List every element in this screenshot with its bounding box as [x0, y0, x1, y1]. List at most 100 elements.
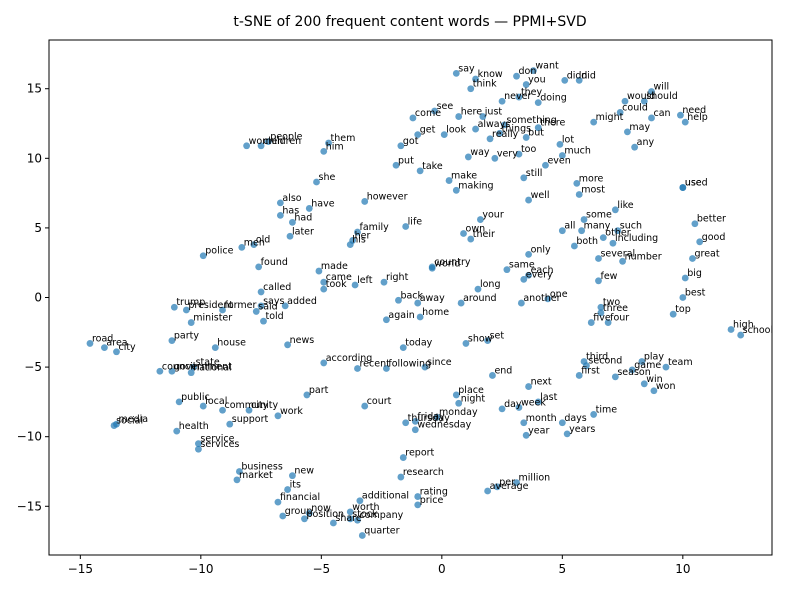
point-67 [286, 232, 294, 240]
point-135 [628, 366, 636, 374]
point-label-47: used [685, 178, 708, 189]
point-105 [252, 308, 260, 315]
point-110 [383, 316, 390, 324]
point-160 [402, 419, 410, 427]
point-label-95: back [400, 290, 423, 301]
point-36 [464, 153, 472, 161]
point-183 [274, 498, 282, 506]
point-label-126: today [405, 338, 432, 349]
point-102 [182, 306, 190, 314]
point-63 [614, 227, 622, 235]
point-label-177: market [239, 470, 273, 481]
point-5 [522, 81, 530, 88]
point-label-110: again [388, 310, 414, 321]
point-label-106: added [287, 296, 317, 307]
point-116 [727, 326, 735, 333]
point-label-162: support [232, 414, 269, 425]
point-label-129: following [388, 358, 431, 369]
point-199 [313, 178, 320, 186]
point-147 [452, 391, 460, 399]
point-label-7: did [581, 70, 596, 81]
point-179 [284, 486, 291, 493]
point-104 [257, 302, 265, 310]
point-7 [575, 76, 583, 84]
point-73 [238, 243, 246, 251]
point-139 [168, 367, 176, 375]
point-label-191: company [359, 510, 403, 521]
point-120 [462, 340, 470, 347]
point-label-195: children [263, 136, 301, 147]
point-label-114: five [593, 313, 611, 324]
point-label-24: come [415, 108, 441, 119]
point-106 [281, 302, 289, 310]
point-label-26: always [478, 119, 511, 130]
point-label-50: like [617, 200, 633, 211]
point-label-96: away [420, 293, 445, 304]
point-88 [320, 278, 328, 286]
axes-layer: −15 −10 −5 0 5 10 −15 −10 −5 0 5 10 15 [17, 39, 773, 576]
point-141 [489, 372, 496, 379]
point-label-199: she [319, 172, 336, 183]
point-label-133: play [644, 352, 664, 363]
point-label-55: had [294, 212, 312, 223]
point-label-192: share [335, 513, 361, 524]
point-label-5: you [528, 75, 545, 86]
point-label-189: position [306, 509, 344, 520]
point-label-28: things [502, 123, 531, 134]
point-137 [190, 363, 198, 371]
point-18 [590, 118, 598, 126]
point-label-6: didn [567, 70, 588, 81]
point-166 [110, 422, 118, 429]
point-117 [737, 331, 745, 339]
point-177 [233, 476, 241, 484]
point-label-109: home [422, 307, 449, 318]
point-label-182: rating [420, 487, 448, 498]
point-label-98: one [550, 289, 568, 300]
point-11 [648, 88, 655, 95]
point-58 [691, 220, 699, 228]
point-17 [681, 118, 689, 126]
point-label-10: doing [540, 93, 567, 104]
point-label-125: house [217, 338, 246, 349]
point-label-57: some [586, 210, 612, 221]
point-label-103: former [225, 300, 257, 311]
point-label-0: say [458, 63, 475, 74]
point-16 [648, 114, 655, 122]
point-163 [520, 419, 528, 427]
point-label-198: him [326, 141, 344, 152]
x-tick-label-1: −10 [188, 562, 213, 576]
point-190 [346, 515, 354, 523]
point-169 [173, 427, 181, 435]
point-label-32: look [446, 125, 466, 136]
point-115 [604, 319, 612, 326]
point-1 [472, 75, 479, 83]
point-label-142: season [617, 367, 650, 378]
point-label-161: friday [417, 411, 445, 422]
point-100 [679, 294, 687, 301]
point-136 [575, 372, 583, 379]
point-label-93: few [600, 271, 617, 282]
point-98 [544, 295, 552, 303]
point-label-104: says [263, 296, 284, 307]
point-label-27: there [540, 118, 565, 129]
point-134 [662, 363, 670, 371]
point-149 [534, 398, 542, 406]
point-39 [542, 161, 549, 169]
point-50 [611, 206, 619, 214]
point-label-11: will [654, 82, 670, 93]
point-150 [175, 398, 183, 406]
point-label-23: just [484, 107, 503, 118]
point-97 [457, 299, 465, 307]
point-152 [361, 402, 369, 410]
point-34 [556, 140, 564, 148]
point-103 [219, 306, 226, 314]
point-label-154: week [521, 397, 546, 408]
point-142 [611, 373, 619, 381]
points-layer [86, 67, 745, 539]
point-label-152: court [367, 396, 392, 407]
point-label-176: research [403, 467, 444, 478]
point-label-13: should [646, 91, 677, 102]
